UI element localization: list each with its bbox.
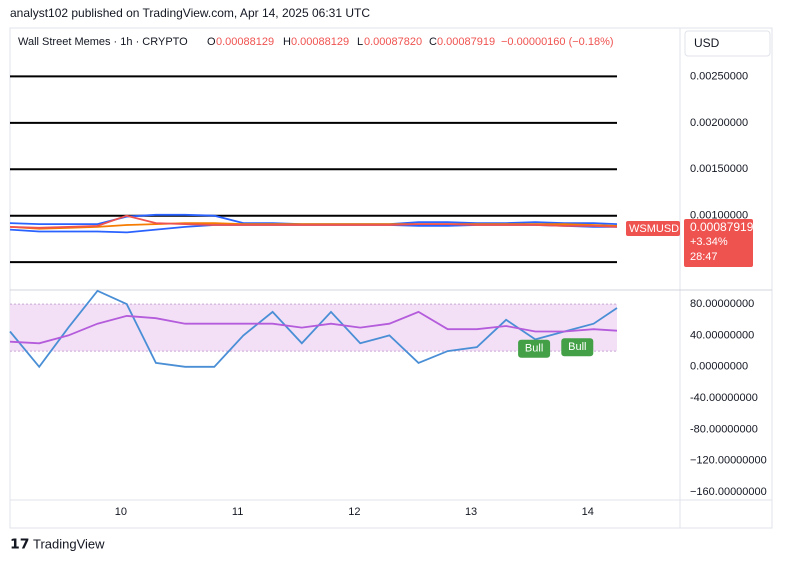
logo-mark: 𝟭𝟳 bbox=[10, 536, 29, 552]
open-value: 0.00088129 bbox=[216, 36, 274, 48]
change: −0.00000160 (−0.18%) bbox=[501, 36, 614, 48]
low-value: 0.00087820 bbox=[364, 36, 422, 48]
price-tag-countdown: 28:47 bbox=[690, 251, 718, 263]
price-tag bbox=[684, 219, 753, 267]
close-label: C bbox=[429, 36, 437, 48]
chart-frame bbox=[9, 27, 773, 529]
y-tick-label: 0.00000000 bbox=[690, 361, 748, 373]
y-tick-label: −160.00000000 bbox=[690, 486, 767, 498]
brand: TradingView bbox=[33, 536, 105, 551]
y-tick-label: −120.00000000 bbox=[690, 455, 767, 467]
y-tick-label: 80.00000000 bbox=[690, 298, 754, 310]
y-tick-label: 40.00000000 bbox=[690, 329, 754, 341]
series-line bbox=[9, 310, 618, 345]
high-label: H bbox=[283, 36, 291, 48]
annotation-box bbox=[518, 339, 551, 358]
header: analyst102 published on TradingView.com,… bbox=[10, 6, 370, 20]
symbol: Wall Street Memes · 1h · CRYPTO bbox=[18, 36, 188, 48]
close-value: 0.00087919 bbox=[437, 36, 495, 48]
open-label: O bbox=[207, 36, 216, 48]
x-tick-label: 12 bbox=[348, 506, 360, 518]
y-tick-label: 0.00100000 bbox=[690, 210, 748, 222]
x-tick-label: 13 bbox=[465, 506, 477, 518]
last-price-label: WSMUSD 0.00087919 +3.34% 28:47 bbox=[626, 219, 754, 267]
y-tick-label: 0.00150000 bbox=[690, 163, 748, 175]
price-tag-change: +3.34% bbox=[690, 236, 728, 248]
price-tag-value: 0.00087919 bbox=[690, 220, 754, 234]
high-value: 0.00088129 bbox=[291, 36, 349, 48]
annotation-text: Bull bbox=[568, 341, 586, 353]
low-label: L bbox=[357, 36, 363, 48]
symbol-tag-text: WSMUSD bbox=[629, 223, 679, 235]
legend: Wall Street Memes · 1h · CRYPTO O 0.0008… bbox=[18, 36, 614, 48]
annotation-box bbox=[561, 338, 594, 357]
annotation-text: Bull bbox=[525, 343, 543, 355]
x-tick-label: 10 bbox=[115, 506, 127, 518]
y-tick-label: -80.00000000 bbox=[690, 423, 758, 435]
series-line bbox=[9, 214, 618, 229]
x-tick-label: 14 bbox=[582, 506, 594, 518]
y-tick-label: -40.00000000 bbox=[690, 392, 758, 404]
currency-button[interactable] bbox=[684, 30, 771, 57]
y-tick-label: 0.00250000 bbox=[690, 70, 748, 82]
symbol-tag bbox=[626, 221, 680, 236]
branding: 𝟭𝟳 TradingView bbox=[10, 536, 105, 552]
currency[interactable]: USD bbox=[694, 36, 720, 50]
x-tick-label: 11 bbox=[232, 506, 243, 518]
y-tick-label: 0.00200000 bbox=[690, 117, 748, 129]
